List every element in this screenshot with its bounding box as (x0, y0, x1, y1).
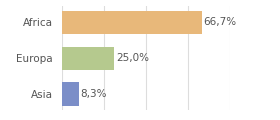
Text: 8,3%: 8,3% (81, 89, 107, 99)
Text: 66,7%: 66,7% (203, 17, 237, 27)
Text: 25,0%: 25,0% (116, 53, 149, 63)
Bar (62, 82, 79, 106)
Bar (62, 47, 114, 70)
Bar (62, 11, 202, 34)
